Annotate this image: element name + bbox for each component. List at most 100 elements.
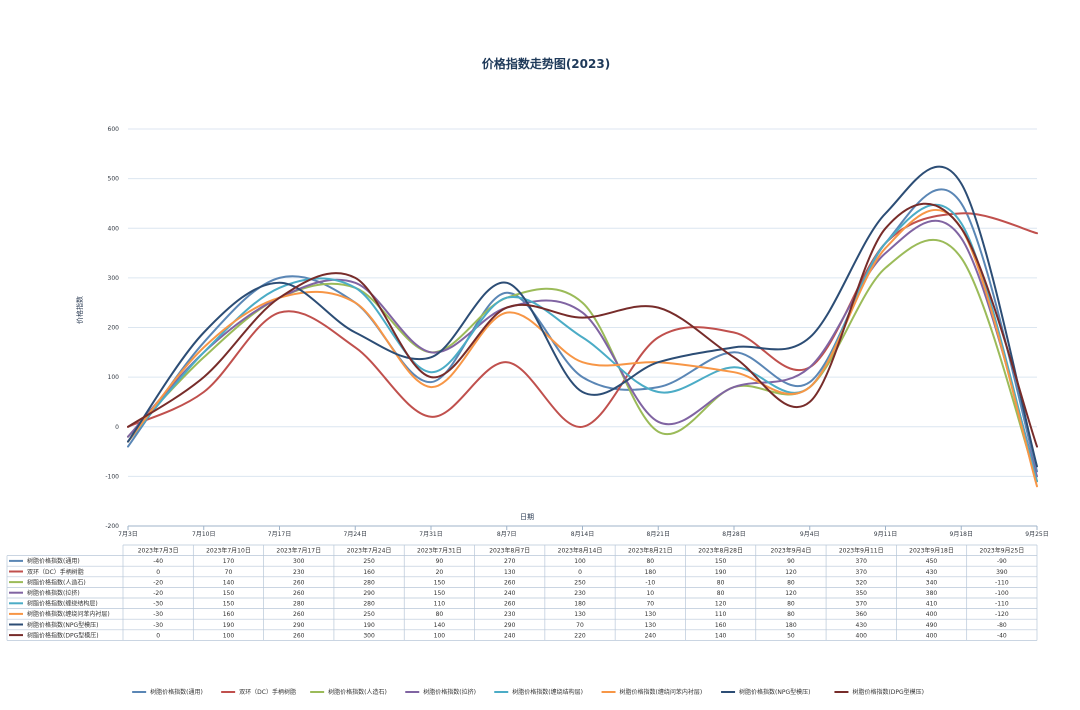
table-cell: 300 [293,558,305,565]
table-cell: 80 [436,611,444,618]
x-tick-label: 8月21日 [647,531,670,538]
table-cell: 140 [223,579,235,586]
table-cell: 230 [504,611,516,618]
table-cell: 80 [787,601,795,608]
table-row-label: 树脂价格指数(DPG型模压) [27,631,99,639]
table-cell: 280 [363,579,375,586]
legend-label: 树脂价格指数(缠绕问苯内衬层) [620,688,703,696]
legend-label: 树脂价格指数(DPG型模压) [852,688,924,696]
table-header-cell: 2023年7月10日 [206,547,251,555]
table-cell: 80 [646,558,654,565]
x-tick-label: 7月3日 [118,531,138,538]
table-cell: 370 [856,601,868,608]
table-cell: 290 [293,622,305,629]
table-cell: 130 [504,569,516,576]
table-cell: 370 [856,558,868,565]
table-cell: -120 [995,611,1009,618]
x-tick-label: 7月24日 [344,531,367,538]
table-cell: 380 [926,590,938,597]
table-cell: 230 [293,569,305,576]
table-cell: 290 [504,622,516,629]
table-cell: 250 [363,558,375,565]
legend-label: 树脂价格指数(缠绕结构层) [512,688,583,696]
legend-label: 树脂价格指数(拉挤) [423,688,476,696]
x-tick-label: 9月11日 [874,531,897,538]
table-row-label: 树脂价格指数(缠绕问苯内衬层) [27,610,110,618]
table-cell: 150 [434,590,446,597]
x-axis-title: 日期 [520,513,534,521]
table-cell: 300 [363,632,375,639]
table-cell: 260 [293,632,305,639]
table-cell: 390 [996,569,1008,576]
table-header-cell: 2023年7月3日 [138,547,179,555]
table-cell: 150 [715,558,727,565]
table-cell: -110 [995,601,1009,608]
table-cell: 80 [787,579,795,586]
table-cell: 360 [856,611,868,618]
table-cell: 180 [574,601,586,608]
y-tick-label: 300 [108,275,120,282]
legend-label: 树脂价格指数(通用) [150,688,203,696]
table-header-cell: 2023年8月14日 [558,547,603,555]
y-tick-label: 500 [108,176,120,183]
legend-label: 树脂价格指数(人造石) [328,688,387,696]
table-cell: 150 [223,590,235,597]
x-tick-label: 8月14日 [571,531,594,538]
table-row-label: 双环（DC）手柄树脂 [27,568,84,576]
table-cell: 430 [926,569,938,576]
table-cell: 230 [574,590,586,597]
table-cell: 260 [504,601,516,608]
table-header-cell: 2023年9月18日 [909,547,954,555]
table-cell: 270 [504,558,516,565]
table-cell: -40 [997,632,1007,639]
table-cell: 490 [926,622,938,629]
table-cell: 80 [787,611,795,618]
x-tick-label: 7月10日 [192,531,215,538]
table-header-cell: 2023年8月7日 [489,547,530,555]
table-cell: 180 [785,622,797,629]
table-cell: 10 [646,590,654,597]
y-tick-label: 0 [115,424,119,431]
table-cell: 80 [717,590,725,597]
x-tick-label: 9月18日 [950,531,973,538]
table-cell: 130 [645,622,657,629]
table-cell: 350 [856,590,868,597]
table-cell: 240 [504,632,516,639]
y-axis-title: 价格指数 [75,296,84,324]
table-header-cell: 2023年8月28日 [698,547,743,555]
table-cell: -20 [153,590,163,597]
legend-label: 双环（DC）手柄树脂 [239,688,296,696]
data-table: 2023年7月3日 2023年7月10日 2023年7月17日 2023年7月24日 2… [6,544,1038,641]
series-line-7 [127,165,1038,468]
y-tick-label: 200 [108,325,120,332]
table-cell: 120 [715,601,727,608]
table-cell: 160 [363,569,375,576]
table-row-label: 树脂价格指数(拉挤) [27,589,80,597]
table-cell: 0 [156,569,160,576]
x-axis: 7月3日 7月10日 7月17日 7月24日 7月31日 8月7日 8月14日 8月21日 8月… [118,525,1049,538]
table-cell: 20 [436,569,444,576]
table-cell: 240 [504,590,516,597]
table-header-cell: 2023年7月17日 [276,547,321,555]
series-line-8 [127,202,1038,448]
table-cell: -30 [153,601,163,608]
table-cell: 70 [576,622,584,629]
table-cell: -20 [153,579,163,586]
table-cell: 250 [363,611,375,618]
table-cell: 70 [225,569,233,576]
table-row-label: 树脂价格指数(NPG型模压) [27,621,98,629]
table-header-cell: 2023年7月24日 [347,547,392,555]
x-tick-label: 9月4日 [800,531,820,538]
table-cell: 260 [504,579,516,586]
table-cell: 150 [223,601,235,608]
table-cell: 70 [646,601,654,608]
table-cell: 450 [926,558,938,565]
x-tick-label: 9月25日 [1025,531,1048,538]
table-cell: 280 [363,601,375,608]
table-cell: 130 [645,611,657,618]
table-cell: 410 [926,601,938,608]
table-cell: 260 [293,579,305,586]
table-cell: -80 [997,622,1007,629]
table-cell: 0 [578,569,582,576]
